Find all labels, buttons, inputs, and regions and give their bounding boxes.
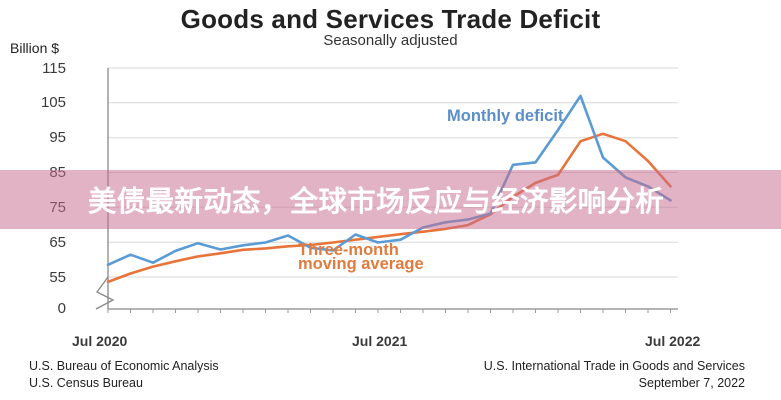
svg-text:Monthly deficit: Monthly deficit	[447, 107, 564, 125]
svg-text:moving average: moving average	[298, 255, 424, 273]
